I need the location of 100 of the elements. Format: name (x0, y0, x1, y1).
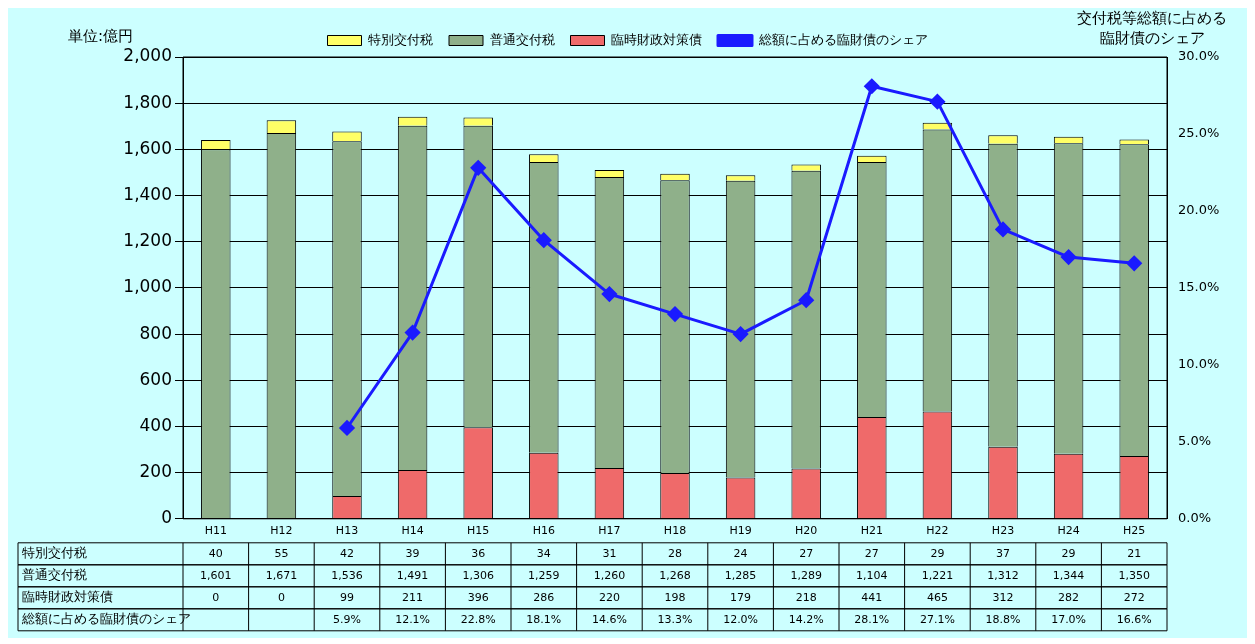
data-label: 1,221 (921, 568, 954, 582)
y-tick-label: 1,200 (123, 230, 172, 251)
data-label: 29 (930, 546, 945, 560)
text: 普通交付税 (22, 567, 87, 583)
x-tick-label: H19 (729, 524, 752, 538)
data-label: 22.8% (460, 612, 496, 626)
data-label: 99 (340, 590, 354, 604)
data-label: 1,260 (593, 568, 626, 582)
x-tick-label: H20 (795, 524, 818, 538)
data-label: 1,312 (987, 568, 1019, 582)
data-label: 18.8% (985, 612, 1021, 626)
y-axis-title: 単位:億円 (68, 27, 134, 46)
data-label: 13.3% (657, 612, 693, 626)
data-label: 16.6% (1116, 612, 1152, 626)
data-label: 36 (471, 546, 486, 560)
data-label: 1,259 (528, 568, 560, 582)
data-label: 1,491 (396, 568, 429, 582)
data-label: 42 (340, 546, 354, 560)
x-tick-label: H16 (532, 524, 555, 538)
y-tick-label: 1,600 (123, 137, 172, 158)
point (864, 78, 880, 94)
y2-tick-label: 5.0% (1178, 433, 1212, 449)
data-label: 31 (602, 546, 617, 560)
y-tick-label: 600 (139, 368, 172, 389)
y2-tick-label: 30.0% (1178, 48, 1220, 64)
y2-axis-title: 交付税等総額に占める臨財債のシェア (1077, 9, 1227, 48)
data-label: 211 (402, 590, 424, 604)
y2-tick-label: 20.0% (1178, 202, 1220, 218)
legend-label: 臨時財政対策債 (611, 31, 702, 47)
y2-tick-label: 10.0% (1178, 356, 1220, 372)
point (733, 326, 749, 342)
legend-label: 特別交付税 (368, 31, 433, 47)
data-label: 29 (1061, 546, 1076, 560)
text: 臨時財政対策債 (22, 589, 113, 605)
data-label: 220 (598, 590, 620, 604)
data-label: 14.6% (591, 612, 627, 626)
y-tick-label: 1,800 (123, 91, 172, 112)
point (339, 420, 355, 436)
y2-tick-label: 25.0% (1178, 125, 1220, 141)
data-label: 0 (212, 590, 220, 604)
point (1061, 249, 1077, 265)
x-tick-label: H15 (467, 524, 490, 538)
data-label: 396 (467, 590, 489, 604)
text: 特別交付税 (22, 545, 87, 561)
data-label: 1,289 (790, 568, 822, 582)
legend-label: 総額に占める臨財債のシェア (757, 31, 928, 47)
data-label: 0 (277, 590, 285, 604)
data-label: 12.1% (395, 612, 431, 626)
data-label: 441 (861, 590, 883, 604)
x-tick-label: H23 (991, 524, 1015, 538)
data-label: 1,601 (200, 568, 232, 582)
y-tick-label: 800 (139, 322, 172, 343)
data-label: 27.1% (919, 612, 955, 626)
data-label: 40 (208, 546, 223, 560)
data-label: 1,104 (856, 568, 888, 582)
y-tick-label: 1,400 (123, 183, 172, 204)
x-tick-label: H18 (663, 524, 687, 538)
data-label: 282 (1058, 590, 1080, 604)
point (798, 292, 814, 308)
data-label: 1,350 (1118, 568, 1150, 582)
data-label: 18.1% (526, 612, 562, 626)
data-label: 28.1% (854, 612, 890, 626)
data-label: 12.0% (723, 612, 759, 626)
data-label: 37 (996, 546, 1010, 560)
x-tick-label: H21 (860, 524, 883, 538)
x-tick-label: H13 (335, 524, 359, 538)
y2-tick-label: 0.0% (1178, 510, 1212, 526)
x-tick-label: H11 (204, 524, 227, 538)
point (536, 232, 552, 248)
point (1126, 255, 1142, 271)
x-tick-label: H12 (270, 524, 293, 538)
data-label: 27 (864, 546, 879, 560)
y-tick-label: 400 (139, 414, 172, 435)
point (601, 286, 617, 302)
point (667, 306, 683, 322)
data-label: 5.9% (333, 612, 361, 626)
legend-label: 普通交付税 (489, 31, 555, 47)
data-label: 34 (536, 546, 551, 560)
data-label: 1,268 (659, 568, 691, 582)
data-label: 1,344 (1052, 568, 1085, 582)
data-label: 27 (799, 546, 814, 560)
data-label: 21 (1127, 546, 1142, 560)
data-label: 39 (405, 546, 420, 560)
data-label: 55 (274, 546, 289, 560)
data-label: 272 (1123, 590, 1145, 604)
data-label: 218 (795, 590, 817, 604)
text: 総額に占める臨財債のシェア (22, 611, 191, 627)
data-label: 1,671 (265, 568, 298, 582)
y-tick-label: 2,000 (123, 45, 172, 66)
data-label: 465 (926, 590, 948, 604)
data-label: 1,536 (331, 568, 363, 582)
x-tick-label: H14 (401, 524, 424, 538)
x-tick-label: H24 (1057, 524, 1080, 538)
point (995, 221, 1011, 237)
data-label: 14.2% (788, 612, 824, 626)
data-label: 312 (992, 590, 1014, 604)
point (470, 160, 486, 176)
point (405, 325, 421, 341)
y-tick-label: 200 (139, 461, 172, 482)
data-label: 1,306 (462, 568, 494, 582)
